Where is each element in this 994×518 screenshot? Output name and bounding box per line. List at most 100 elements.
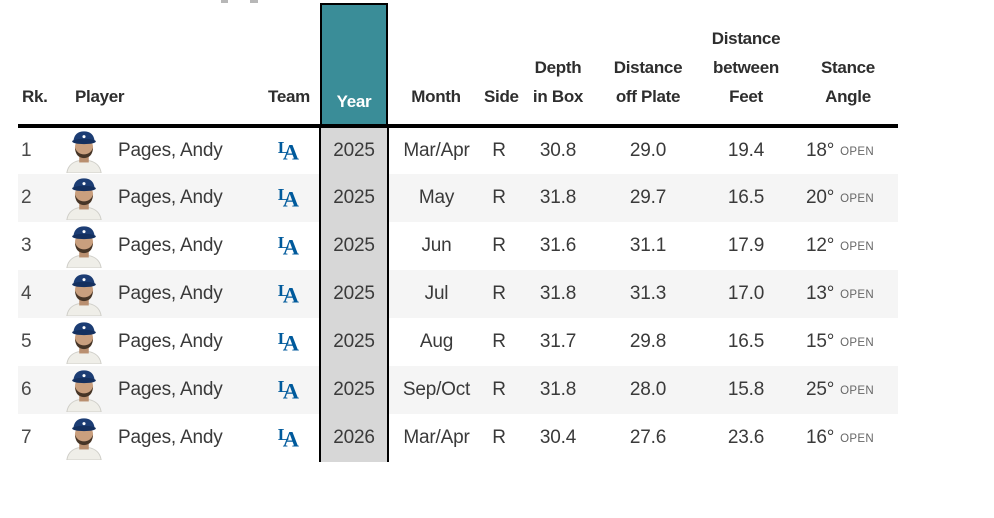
distance-off-plate-cell: 31.1 bbox=[629, 235, 667, 256]
player-name-link[interactable]: Pages, Andy bbox=[118, 427, 223, 448]
team-cell: A L bbox=[258, 270, 320, 318]
depth-in-box-cell: 31.7 bbox=[539, 331, 577, 352]
stance-open-label: OPEN bbox=[840, 193, 874, 205]
table-row: 3 Pages, Andy A L 2025 bbox=[18, 222, 898, 270]
year-cell: 2025 bbox=[319, 270, 389, 318]
month-cell: Aug bbox=[419, 331, 454, 352]
svg-text:A: A bbox=[283, 283, 300, 308]
stance-open-label: OPEN bbox=[840, 337, 874, 349]
distance-between-feet-cell: 23.6 bbox=[727, 427, 765, 448]
year-cell: 2025 bbox=[319, 366, 389, 414]
player-name-link[interactable]: Pages, Andy bbox=[118, 140, 223, 161]
stance-open-label: OPEN bbox=[840, 241, 874, 253]
team-cell: A L bbox=[258, 126, 320, 174]
year-cell: 2025 bbox=[319, 126, 389, 174]
player-headshot bbox=[58, 126, 110, 174]
player-headshot-icon bbox=[66, 226, 102, 269]
distance-between-feet-cell: 17.0 bbox=[694, 270, 798, 318]
stance-angle-cell: 13° OPEN bbox=[798, 270, 898, 318]
distance-between-feet-cell: 19.4 bbox=[727, 140, 765, 161]
month-cell: Jul bbox=[388, 270, 484, 318]
depth-in-box-cell: 31.8 bbox=[514, 270, 602, 318]
distance-between-feet-cell: 16.5 bbox=[727, 331, 765, 352]
svg-text:L: L bbox=[278, 138, 289, 157]
year-cell: 2025 bbox=[319, 222, 389, 270]
col-header-distance-between-feet[interactable]: Distance between Feet bbox=[694, 0, 798, 128]
player-headshot-icon bbox=[66, 322, 102, 365]
stance-angle-value: 13° bbox=[806, 283, 835, 304]
col-header-distance-off-plate[interactable]: Distance off Plate bbox=[602, 0, 694, 128]
col-header-depth-in-box[interactable]: Depth in Box bbox=[514, 0, 602, 128]
distance-off-plate-cell: 31.3 bbox=[602, 270, 694, 318]
depth-in-box-cell: 30.8 bbox=[539, 140, 577, 161]
player-headshot bbox=[58, 366, 110, 414]
stance-open-label: OPEN bbox=[840, 289, 874, 301]
svg-text:A: A bbox=[283, 331, 300, 356]
side-cell: R bbox=[492, 427, 506, 448]
side-cell: R bbox=[492, 331, 506, 352]
player-name-link[interactable]: Pages, Andy bbox=[110, 174, 258, 222]
depth-in-box-cell: 31.8 bbox=[514, 174, 602, 222]
svg-text:L: L bbox=[278, 185, 289, 204]
stance-angle-cell: 12° OPEN bbox=[798, 222, 898, 270]
depth-in-box-cell: 31.8 bbox=[514, 366, 602, 414]
svg-text:A: A bbox=[283, 235, 300, 260]
col-header-month[interactable]: Month bbox=[388, 0, 484, 128]
depth-in-box-cell: 31.6 bbox=[539, 235, 577, 256]
table-body: 1 Pages, Andy A L 2025 bbox=[18, 126, 898, 462]
player-name-link[interactable]: Pages, Andy bbox=[118, 235, 223, 256]
col-header-stance-angle[interactable]: Stance Angle bbox=[798, 0, 898, 128]
distance-off-plate-cell: 29.0 bbox=[629, 140, 667, 161]
rank-cell: 7 bbox=[21, 427, 32, 448]
player-headshot bbox=[58, 174, 110, 222]
player-headshot bbox=[58, 270, 110, 318]
month-cell: May bbox=[388, 174, 484, 222]
stance-angle-cell: 25° OPEN bbox=[798, 366, 898, 414]
stance-angle-cell: 20° OPEN bbox=[798, 174, 898, 222]
year-cell: 2026 bbox=[319, 414, 389, 462]
rank-cell: 5 bbox=[21, 331, 32, 352]
month-cell: Sep/Oct bbox=[388, 366, 484, 414]
stance-angle-value: 15° bbox=[806, 331, 835, 352]
col-header-rank[interactable]: Rk. bbox=[18, 0, 58, 128]
team-logo-la-icon: A L bbox=[278, 281, 300, 308]
player-name-link[interactable]: Pages, Andy bbox=[118, 331, 223, 352]
distance-off-plate-cell: 29.8 bbox=[629, 331, 667, 352]
svg-text:L: L bbox=[278, 233, 289, 252]
team-cell: A L bbox=[258, 414, 320, 462]
team-logo-la-icon: A L bbox=[278, 138, 300, 165]
table-row: 1 Pages, Andy A L 2025 bbox=[18, 126, 898, 174]
player-headshot bbox=[58, 414, 110, 462]
month-cell: Jun bbox=[421, 235, 452, 256]
player-name-link[interactable]: Pages, Andy bbox=[110, 270, 258, 318]
player-headshot-icon bbox=[66, 274, 102, 317]
player-headshot-icon bbox=[66, 131, 102, 174]
svg-text:A: A bbox=[283, 140, 300, 165]
svg-text:A: A bbox=[283, 427, 300, 452]
year-sort-highlight: Year bbox=[320, 3, 388, 124]
col-header-side[interactable]: Side bbox=[484, 0, 519, 128]
side-cell: R bbox=[484, 174, 514, 222]
team-logo-la-icon: A L bbox=[278, 377, 300, 404]
table-row: 7 Pages, Andy A L 2026 bbox=[18, 414, 898, 462]
table-row: 5 Pages, Andy A L 2025 bbox=[18, 318, 898, 366]
player-name-link[interactable]: Pages, Andy bbox=[110, 366, 258, 414]
side-cell: R bbox=[492, 235, 506, 256]
distance-off-plate-cell: 29.7 bbox=[602, 174, 694, 222]
col-header-player[interactable]: Player bbox=[58, 0, 258, 128]
col-header-year-selected[interactable]: Year bbox=[320, 0, 388, 128]
side-cell: R bbox=[484, 270, 514, 318]
year-cell: 2025 bbox=[319, 318, 389, 366]
team-logo-la-icon: A L bbox=[278, 185, 300, 211]
stance-angle-value: 16° bbox=[806, 427, 835, 448]
team-cell: A L bbox=[258, 366, 320, 414]
rank-cell: 2 bbox=[18, 174, 58, 222]
col-header-team[interactable]: Team bbox=[258, 0, 320, 128]
svg-text:A: A bbox=[283, 379, 300, 404]
depth-in-box-cell: 30.4 bbox=[539, 427, 577, 448]
team-cell: A L bbox=[258, 318, 320, 366]
rank-cell: 4 bbox=[18, 270, 58, 318]
team-cell: A L bbox=[258, 174, 320, 222]
stance-angle-value: 20° bbox=[806, 187, 835, 208]
stance-angle-value: 18° bbox=[806, 140, 835, 161]
